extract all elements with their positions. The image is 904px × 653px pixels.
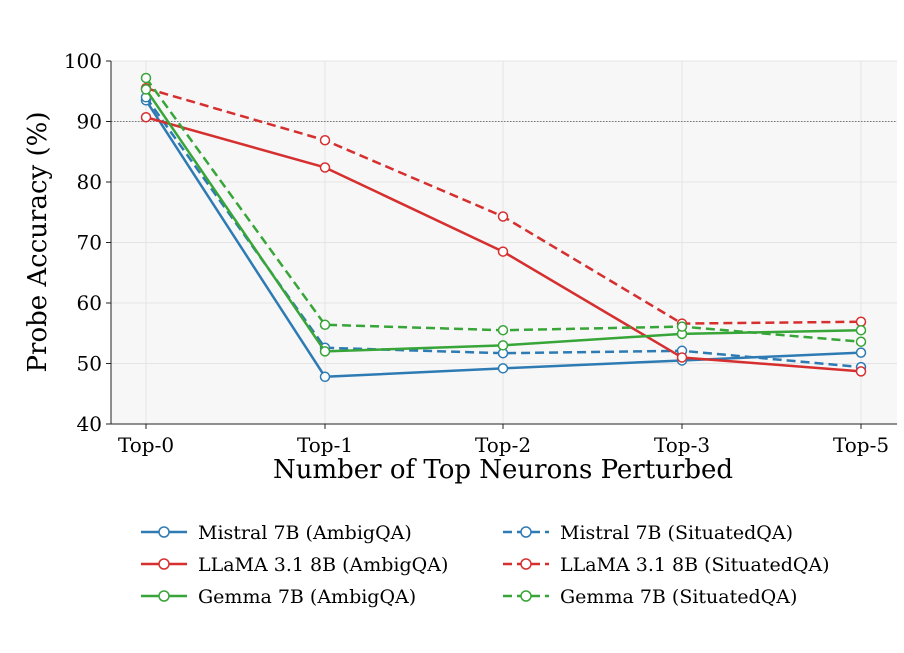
y-tick-label: 100 bbox=[64, 49, 102, 73]
series-4-point bbox=[140, 84, 152, 95]
legend-label: Gemma 7B (SituatedQA) bbox=[560, 586, 797, 608]
legend-label: LLaMA 3.1 8B (AmbigQA) bbox=[198, 554, 448, 576]
legend-label: Mistral 7B (SituatedQA) bbox=[560, 522, 793, 544]
series-3-point bbox=[497, 211, 509, 222]
series-5-point bbox=[497, 324, 509, 336]
x-tick-label: Top-1 bbox=[297, 433, 353, 457]
series-4-point bbox=[497, 340, 509, 351]
x-tick-label: Top-5 bbox=[833, 433, 889, 457]
series-2-point bbox=[497, 246, 509, 257]
y-tick-label: 70 bbox=[77, 231, 102, 255]
y-axis-label: Probe Accuracy (%) bbox=[23, 112, 53, 373]
legend: Mistral 7B (AmbigQA) LLaMA 3.1 8B (AmbigQ… bbox=[141, 522, 830, 608]
legend-marker bbox=[158, 590, 170, 602]
y-tick-label: 80 bbox=[77, 170, 102, 194]
series-2-point bbox=[855, 366, 867, 377]
x-tick-label: Top-3 bbox=[654, 433, 710, 457]
legend-marker bbox=[158, 526, 170, 538]
series-5-point bbox=[319, 319, 331, 331]
series-5-point bbox=[140, 72, 152, 84]
x-tick-label: Top-0 bbox=[118, 433, 174, 457]
legend-marker bbox=[520, 526, 532, 538]
series-4-point bbox=[855, 324, 867, 336]
legend-label: Mistral 7B (AmbigQA) bbox=[198, 522, 412, 544]
y-tick-label: 60 bbox=[77, 291, 102, 315]
y-tick-label: 50 bbox=[77, 352, 102, 376]
series-3-point bbox=[319, 135, 331, 146]
series-0-point bbox=[855, 347, 867, 358]
y-tick-label: 90 bbox=[77, 110, 102, 134]
series-2-point bbox=[319, 162, 331, 173]
series-5-point bbox=[855, 336, 867, 347]
x-tick-label: Top-2 bbox=[475, 433, 531, 457]
legend-marker bbox=[158, 558, 170, 570]
legend-label: Gemma 7B (AmbigQA) bbox=[198, 586, 416, 608]
legend-label: LLaMA 3.1 8B (SituatedQA) bbox=[560, 554, 830, 576]
series-3-point bbox=[855, 316, 867, 328]
series-0-point bbox=[319, 371, 331, 383]
series-2-point bbox=[676, 352, 688, 363]
series-5-point bbox=[676, 321, 688, 332]
series-4-point bbox=[319, 346, 331, 357]
series-0-point bbox=[497, 363, 509, 374]
series-2-point bbox=[140, 112, 152, 123]
legend-marker bbox=[520, 558, 532, 570]
legend-marker bbox=[520, 590, 532, 602]
x-axis-label: Number of Top Neurons Perturbed bbox=[273, 455, 733, 485]
series-layer bbox=[140, 72, 867, 383]
y-tick-label: 40 bbox=[77, 412, 102, 436]
x-ticks: Top-0 Top-1 Top-2 Top-3 Top-5 bbox=[118, 424, 889, 457]
y-ticks: 40 50 60 70 80 90 100 bbox=[64, 49, 111, 436]
